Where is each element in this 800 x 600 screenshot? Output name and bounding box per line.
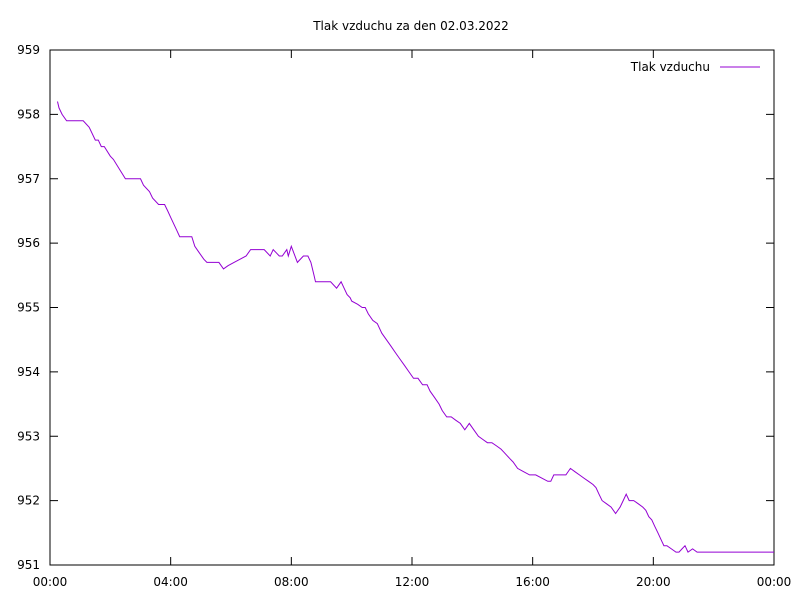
y-tick-label: 959 bbox=[17, 43, 40, 57]
series-line-tlak-vzduchu bbox=[57, 101, 774, 553]
x-tick-label: 16:00 bbox=[515, 575, 550, 589]
plot-area: 951 952 953 954 955 956 957 958 959 00:00 04:00 08:… bbox=[17, 43, 791, 589]
series-group bbox=[57, 101, 774, 553]
x-tick-label: 00:00 bbox=[757, 575, 792, 589]
legend: Tlak vzduchu bbox=[630, 60, 760, 74]
y-tick-label: 951 bbox=[17, 558, 40, 572]
x-tick-label: 00:00 bbox=[33, 575, 68, 589]
plot-border bbox=[49, 49, 775, 566]
y-tick-label: 957 bbox=[17, 172, 40, 186]
legend-label: Tlak vzduchu bbox=[630, 60, 710, 74]
chart-title: Tlak vzduchu za den 02.03.2022 bbox=[312, 19, 509, 33]
y-tick-label: 952 bbox=[17, 494, 40, 508]
y-tick-label: 955 bbox=[17, 301, 40, 315]
y-tick-label: 953 bbox=[17, 429, 40, 443]
x-tick-label: 04:00 bbox=[153, 575, 188, 589]
x-tick-label: 08:00 bbox=[274, 575, 309, 589]
y-tick-label: 958 bbox=[17, 107, 40, 121]
y-tick-label: 956 bbox=[17, 236, 40, 250]
y-tick-label: 954 bbox=[17, 365, 40, 379]
x-tick-label: 20:00 bbox=[636, 575, 671, 589]
x-tick-label: 12:00 bbox=[395, 575, 430, 589]
